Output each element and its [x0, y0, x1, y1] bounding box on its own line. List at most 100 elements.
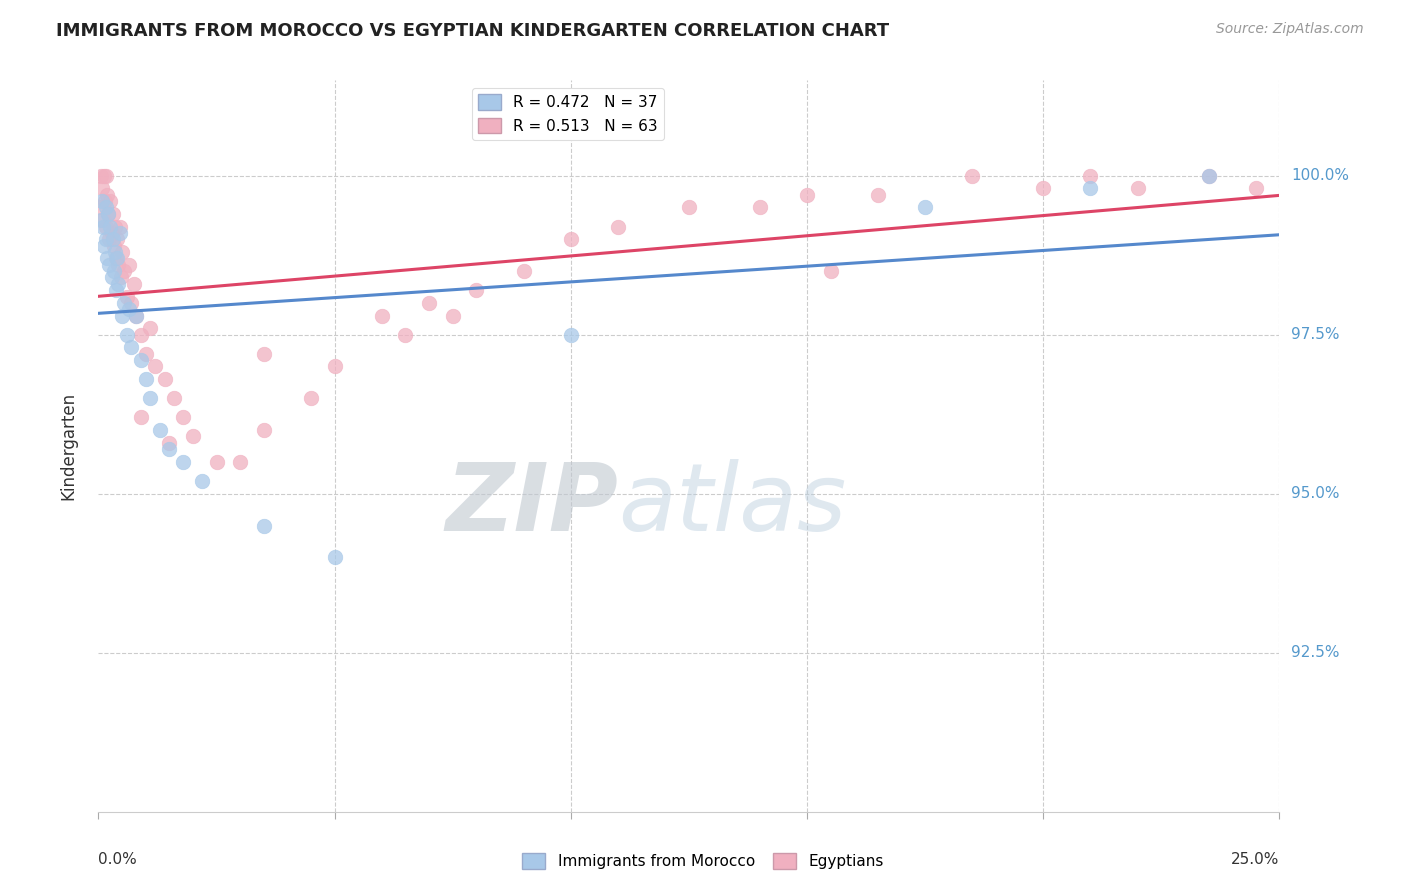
Point: [108, 219, 131, 234]
Point: [1198, 169, 1220, 183]
Legend: Immigrants from Morocco, Egyptians: Immigrants from Morocco, Egyptians: [516, 847, 890, 875]
Point: [112, 264, 135, 278]
Point: [98, 194, 121, 208]
Point: [96, 252, 118, 266]
Point: [172, 455, 194, 469]
Text: 100.0%: 100.0%: [1291, 169, 1350, 183]
Point: [105, 252, 128, 266]
Text: Source: ZipAtlas.com: Source: ZipAtlas.com: [1216, 22, 1364, 37]
Point: [118, 258, 141, 272]
Point: [101, 232, 124, 246]
Point: [962, 169, 984, 183]
Point: [108, 226, 131, 240]
Point: [96, 187, 118, 202]
Point: [97, 232, 120, 246]
Point: [97, 207, 120, 221]
Point: [229, 455, 252, 469]
Text: 92.5%: 92.5%: [1291, 645, 1340, 660]
Text: 25.0%: 25.0%: [1232, 852, 1279, 867]
Point: [103, 238, 125, 252]
Point: [90, 213, 112, 227]
Point: [115, 327, 138, 342]
Point: [91, 213, 114, 227]
Point: [94, 232, 117, 246]
Point: [91, 219, 114, 234]
Point: [101, 207, 124, 221]
Point: [105, 283, 128, 297]
Point: [607, 219, 630, 234]
Point: [172, 410, 194, 425]
Point: [139, 392, 162, 406]
Point: [560, 232, 582, 246]
Point: [90, 169, 112, 183]
Point: [253, 518, 276, 533]
Point: [100, 226, 122, 240]
Point: [512, 264, 534, 278]
Point: [149, 423, 172, 437]
Text: 0.0%: 0.0%: [98, 852, 138, 867]
Point: [1198, 169, 1220, 183]
Point: [91, 194, 114, 208]
Point: [91, 181, 114, 195]
Point: [135, 372, 157, 386]
Point: [122, 277, 145, 291]
Point: [371, 309, 394, 323]
Point: [110, 270, 132, 285]
Point: [105, 252, 128, 266]
Legend: R = 0.472   N = 37, R = 0.513   N = 63: R = 0.472 N = 37, R = 0.513 N = 63: [472, 88, 664, 140]
Point: [129, 353, 152, 368]
Point: [1126, 181, 1149, 195]
Point: [139, 321, 162, 335]
Point: [104, 219, 127, 234]
Point: [93, 169, 115, 183]
Point: [121, 296, 143, 310]
Point: [94, 201, 117, 215]
Point: [820, 264, 842, 278]
Point: [748, 201, 770, 215]
Point: [465, 283, 488, 297]
Point: [153, 372, 176, 386]
Point: [323, 550, 346, 565]
Point: [299, 392, 322, 406]
Point: [181, 429, 204, 443]
Point: [253, 423, 276, 437]
Point: [1080, 181, 1102, 195]
Point: [103, 264, 125, 278]
Point: [1032, 181, 1054, 195]
Point: [441, 309, 464, 323]
Point: [796, 187, 818, 202]
Text: 95.0%: 95.0%: [1291, 486, 1340, 501]
Point: [115, 289, 138, 303]
Point: [98, 219, 121, 234]
Point: [394, 327, 416, 342]
Point: [1244, 181, 1267, 195]
Point: [125, 309, 148, 323]
Point: [112, 296, 135, 310]
Point: [89, 201, 111, 215]
Point: [323, 359, 346, 374]
Point: [253, 347, 276, 361]
Point: [157, 442, 180, 457]
Point: [97, 258, 120, 272]
Y-axis label: Kindergarten: Kindergarten: [59, 392, 77, 500]
Point: [129, 327, 152, 342]
Text: ZIP: ZIP: [446, 458, 619, 550]
Point: [94, 194, 117, 208]
Point: [118, 302, 141, 317]
Point: [93, 238, 115, 252]
Point: [107, 277, 129, 291]
Point: [111, 309, 134, 323]
Point: [678, 201, 700, 215]
Point: [163, 392, 186, 406]
Point: [121, 340, 143, 354]
Point: [111, 245, 134, 260]
Point: [107, 258, 129, 272]
Text: atlas: atlas: [619, 459, 846, 550]
Point: [866, 187, 889, 202]
Point: [129, 410, 152, 425]
Point: [560, 327, 582, 342]
Point: [104, 245, 127, 260]
Text: 97.5%: 97.5%: [1291, 327, 1340, 343]
Point: [1080, 169, 1102, 183]
Point: [914, 201, 936, 215]
